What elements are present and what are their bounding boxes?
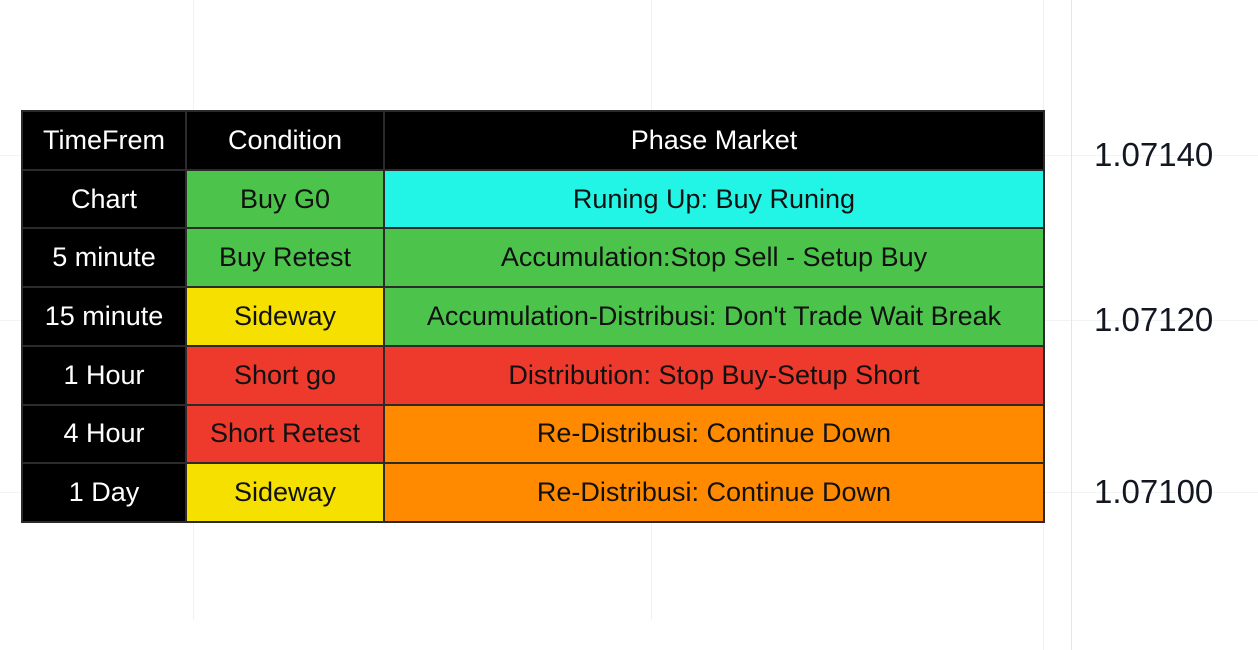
table-row[interactable]: Chart Buy G0 Runing Up: Buy Runing <box>23 170 1043 230</box>
cell-condition: Buy Retest <box>187 229 385 287</box>
timeframe-analysis-table[interactable]: TimeFrem Condition Phase Market Chart Bu… <box>21 110 1045 523</box>
table-row[interactable]: 4 Hour Short Retest Re-Distribusi: Conti… <box>23 405 1043 465</box>
cell-condition: Sideway <box>187 464 385 522</box>
column-header-timeframe: TimeFrem <box>23 112 187 169</box>
cell-timeframe: 1 Hour <box>23 346 187 404</box>
cell-condition: Buy G0 <box>187 170 385 228</box>
table-row[interactable]: 15 minute Sideway Accumulation-Distribus… <box>23 288 1043 347</box>
price-label-2: 1.07120 <box>1094 301 1214 338</box>
cell-condition: Short Retest <box>187 405 385 463</box>
column-header-condition: Condition <box>187 112 385 169</box>
table-header-row: TimeFrem Condition Phase Market <box>23 112 1043 171</box>
cell-condition: Sideway <box>187 288 385 345</box>
cell-phase-market: Accumulation:Stop Sell - Setup Buy <box>385 229 1043 287</box>
cell-phase-market: Re-Distribusi: Continue Down <box>385 405 1043 463</box>
cell-timeframe: 1 Day <box>23 464 187 522</box>
price-label-3: 1.07100 <box>1094 473 1214 510</box>
price-label-1: 1.07140 <box>1094 136 1214 173</box>
cell-phase-market: Accumulation-Distribusi: Don't Trade Wai… <box>385 288 1043 345</box>
table-row[interactable]: 1 Hour Short go Distribution: Stop Buy-S… <box>23 346 1043 406</box>
cell-timeframe: Chart <box>23 170 187 228</box>
table-row[interactable]: 5 minute Buy Retest Accumulation:Stop Se… <box>23 229 1043 289</box>
cell-timeframe: 5 minute <box>23 229 187 287</box>
cell-phase-market: Runing Up: Buy Runing <box>385 170 1043 228</box>
cell-condition: Short go <box>187 346 385 404</box>
column-header-phase-market: Phase Market <box>385 112 1043 169</box>
price-axis-separator <box>1071 0 1072 650</box>
cell-timeframe: 4 Hour <box>23 405 187 463</box>
cell-timeframe: 15 minute <box>23 288 187 345</box>
cell-phase-market: Re-Distribusi: Continue Down <box>385 464 1043 522</box>
cell-phase-market: Distribution: Stop Buy-Setup Short <box>385 346 1043 404</box>
table-row[interactable]: 1 Day Sideway Re-Distribusi: Continue Do… <box>23 464 1043 522</box>
